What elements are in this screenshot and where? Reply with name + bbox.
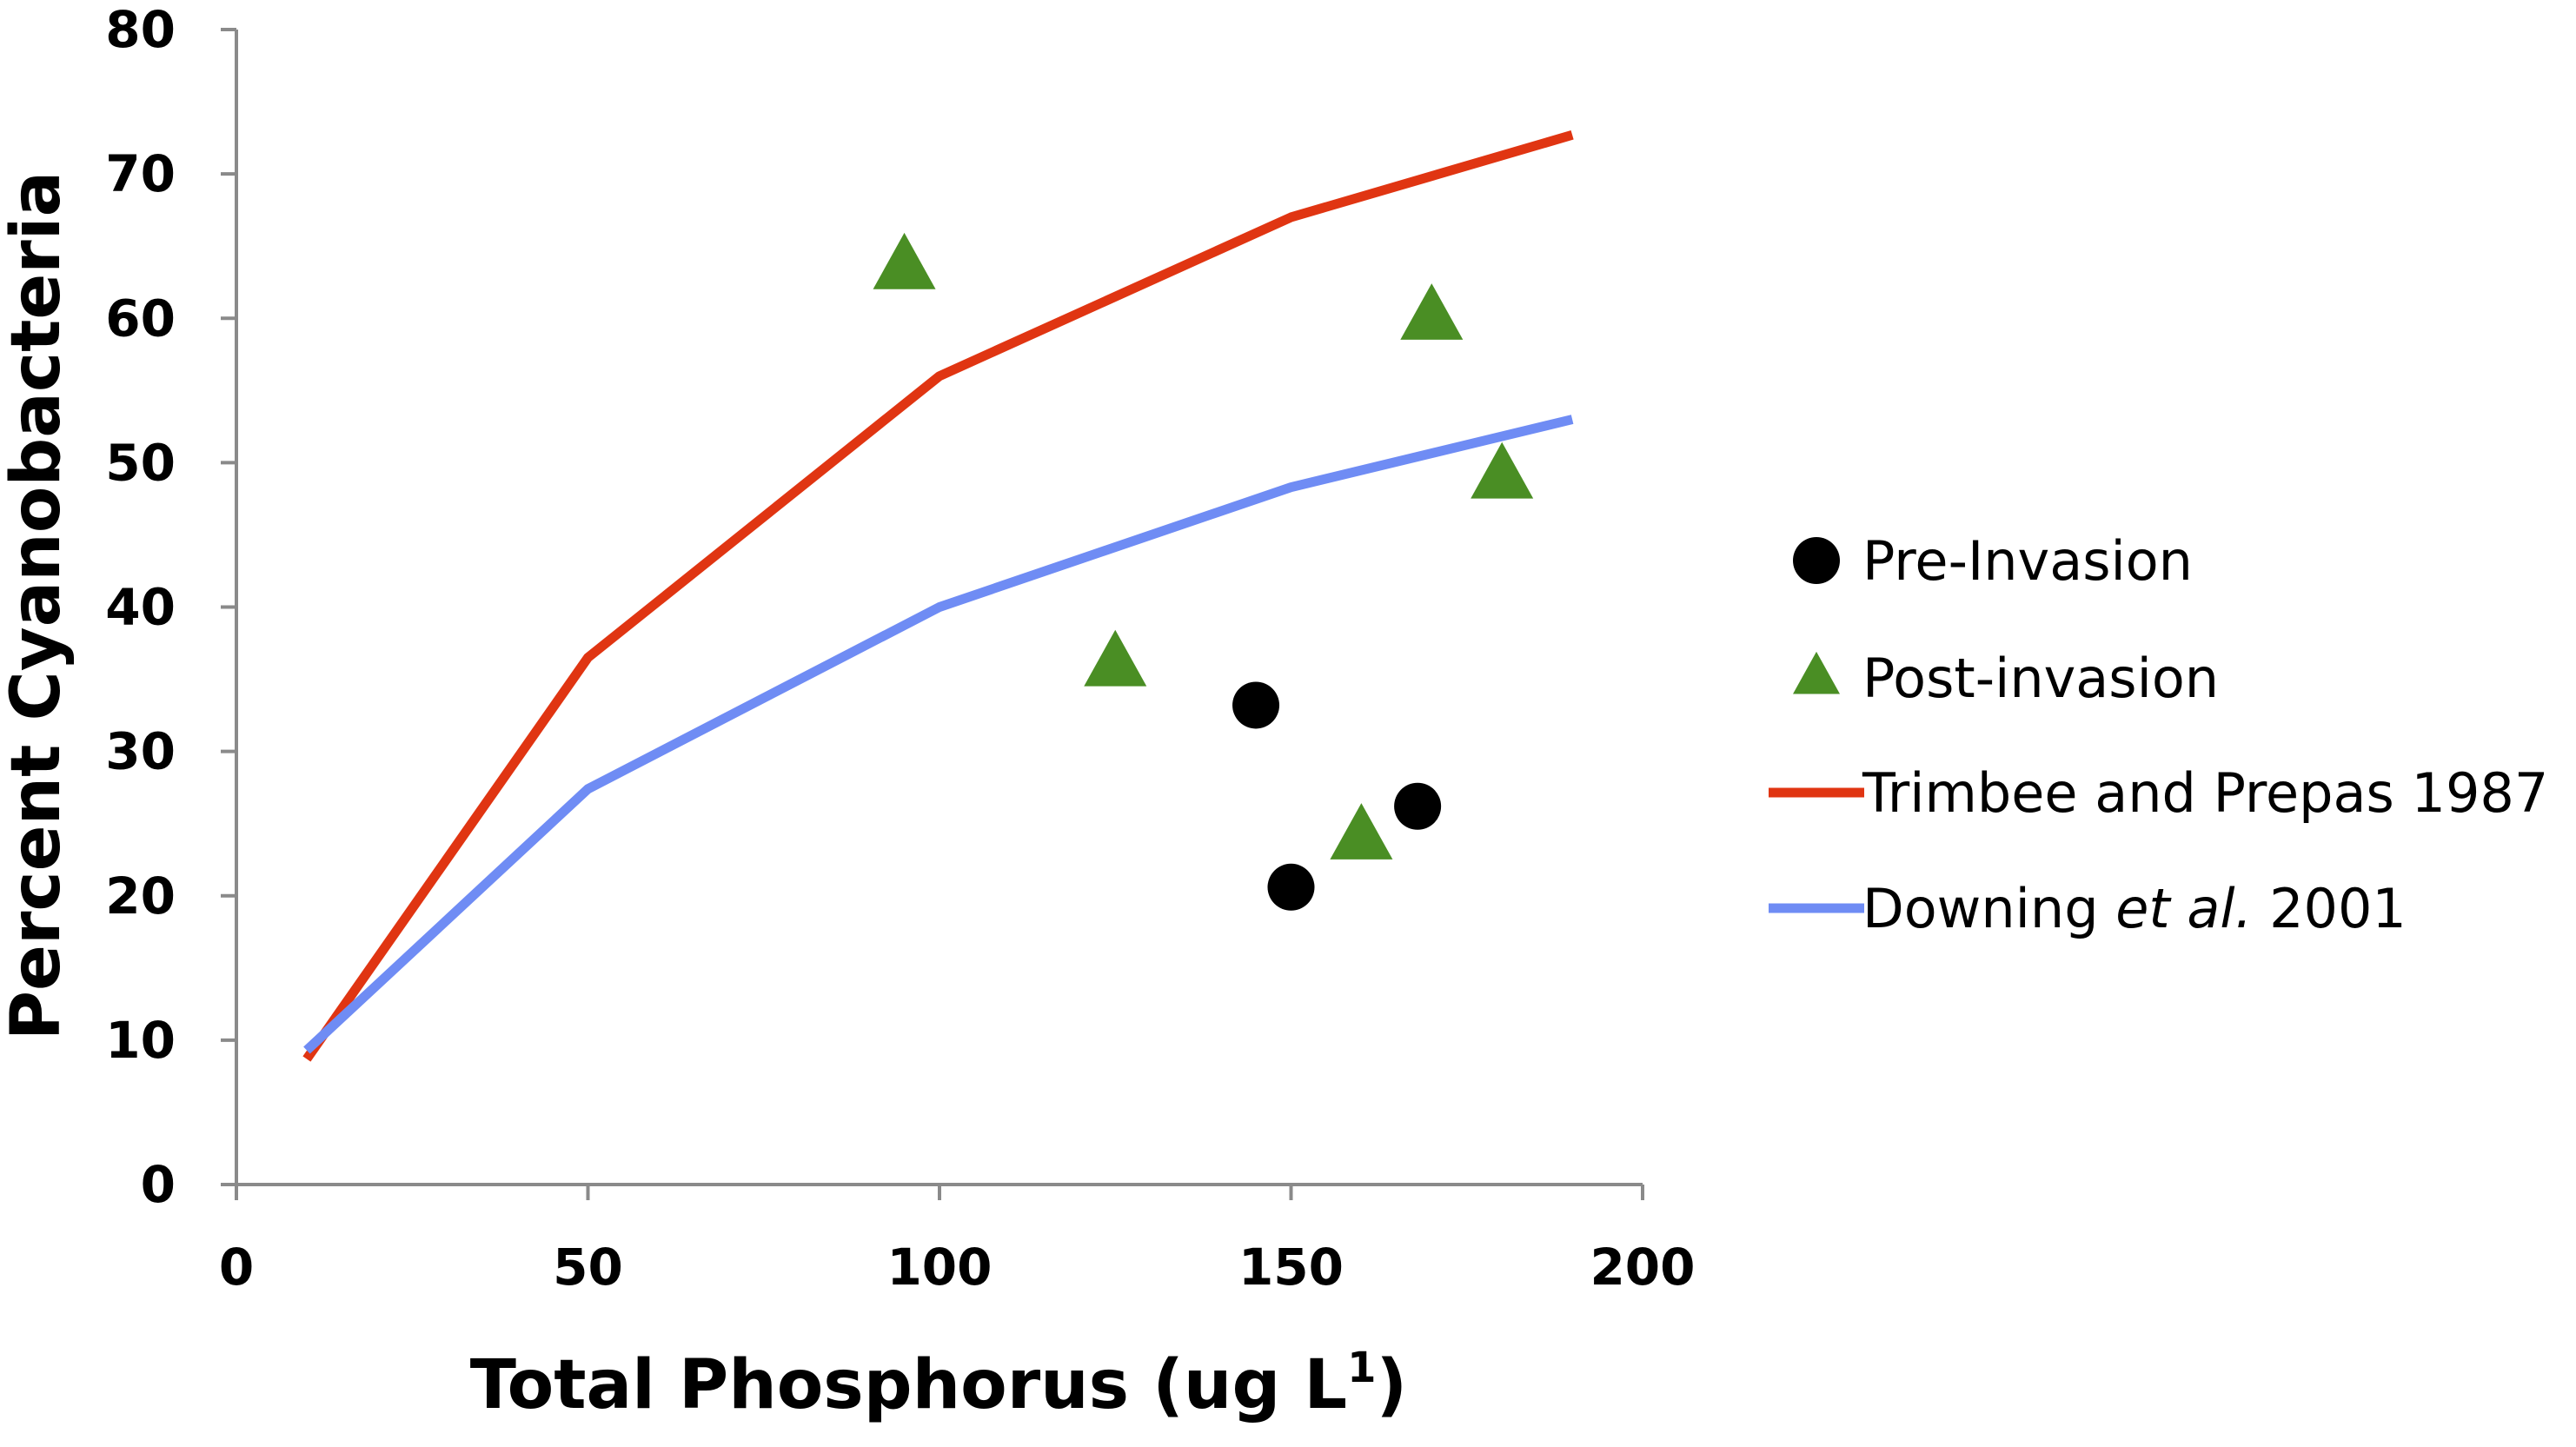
- y-tick-label: 10: [105, 1011, 176, 1070]
- y-tick-label: 30: [105, 722, 176, 781]
- y-tick-label: 80: [105, 0, 176, 59]
- x-tick-label: 100: [886, 1238, 992, 1297]
- data-point-post-invasion: [1084, 629, 1147, 687]
- legend-label: Pre-Invasion: [1862, 529, 2193, 593]
- data-point-post-invasion: [873, 232, 936, 289]
- y-tick-label: 20: [105, 866, 176, 926]
- y-tick-label: 60: [105, 289, 176, 348]
- y-tick-label: 0: [141, 1155, 176, 1214]
- legend-swatch: [1793, 537, 1840, 584]
- data-point-pre-invasion: [1394, 782, 1442, 830]
- series-line-downing-et-al-2001: [303, 415, 1574, 1054]
- axes: 0 10 20 30 40 50 60 70 80 0 50 100 150 200: [105, 0, 1695, 1297]
- legend: Pre-Invasion Post-invasion Trimbee and Pre…: [1769, 529, 2548, 940]
- legend-item-post-invasion: Post-invasion: [1793, 647, 2219, 710]
- y-tick-label: 70: [105, 144, 176, 203]
- x-tick-label: 150: [1238, 1238, 1344, 1297]
- legend-item-trimbee-and-prepas-1987: Trimbee and Prepas 1987: [1769, 761, 2548, 825]
- legend-label: Trimbee and Prepas 1987: [1862, 761, 2548, 825]
- data-point-post-invasion: [1471, 441, 1534, 499]
- series-points: [873, 232, 1534, 911]
- y-axis-title: Percent Cyanobacteria: [0, 171, 76, 1040]
- legend-label: Post-invasion: [1862, 647, 2219, 710]
- data-point-post-invasion: [1330, 803, 1393, 860]
- y-tick-label: 40: [105, 578, 176, 637]
- data-point-pre-invasion: [1232, 681, 1280, 729]
- series-lines: [302, 129, 1574, 1062]
- x-axis-title: Total Phosphorus (ug L1): [470, 1344, 1407, 1424]
- y-tick-label: 50: [105, 433, 176, 492]
- legend-item-downing-et-al-2001: Downing et al. 2001: [1769, 877, 2407, 940]
- x-tick-label: 0: [219, 1238, 254, 1297]
- data-point-pre-invasion: [1267, 863, 1315, 911]
- x-tick-label: 50: [553, 1238, 623, 1297]
- x-tick-label: 200: [1590, 1238, 1695, 1297]
- series-line-trimbee-and-prepas-1987: [302, 129, 1574, 1062]
- legend-label: Downing et al. 2001: [1862, 877, 2407, 940]
- legend-item-pre-invasion: Pre-Invasion: [1793, 529, 2193, 593]
- data-point-post-invasion: [1400, 283, 1464, 340]
- legend-swatch: [1793, 651, 1840, 694]
